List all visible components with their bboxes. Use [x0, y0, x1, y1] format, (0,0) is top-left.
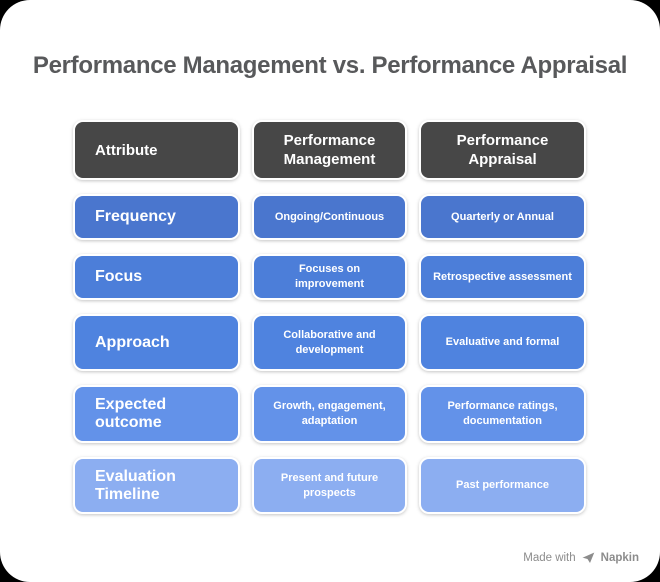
row-attribute-cell: Evaluation Timeline: [73, 457, 240, 514]
row-attribute-cell: Approach: [73, 314, 240, 371]
napkin-logo-icon: [581, 551, 596, 564]
row-management-cell: Collaborative and development: [252, 314, 407, 371]
row-management-cell: Present and future prospects: [252, 457, 407, 514]
row-appraisal-cell: Retrospective assessment: [419, 254, 586, 300]
napkin-watermark: Made with Napkin: [523, 551, 639, 564]
row-appraisal-cell: Evaluative and formal: [419, 314, 586, 371]
row-attribute-cell: Frequency: [73, 194, 240, 240]
watermark-text: Made with: [523, 551, 576, 564]
row-appraisal-cell: Past performance: [419, 457, 586, 514]
header-attribute: Attribute: [73, 120, 240, 180]
row-management-cell: Ongoing/Continuous: [252, 194, 407, 240]
header-performance-appraisal: Performance Appraisal: [419, 120, 586, 180]
row-management-cell: Growth, engagement, adaptation: [252, 385, 407, 443]
row-management-cell: Focuses on improvement: [252, 254, 407, 300]
row-appraisal-cell: Performance ratings, documentation: [419, 385, 586, 443]
page-title: Performance Management vs. Performance A…: [32, 52, 628, 79]
row-appraisal-cell: Quarterly or Annual: [419, 194, 586, 240]
watermark-brand: Napkin: [600, 551, 639, 564]
row-attribute-cell: Focus: [73, 254, 240, 300]
comparison-table: Attribute Performance Management Perform…: [73, 120, 586, 514]
header-performance-management: Performance Management: [252, 120, 407, 180]
row-attribute-cell: Expected outcome: [73, 385, 240, 443]
